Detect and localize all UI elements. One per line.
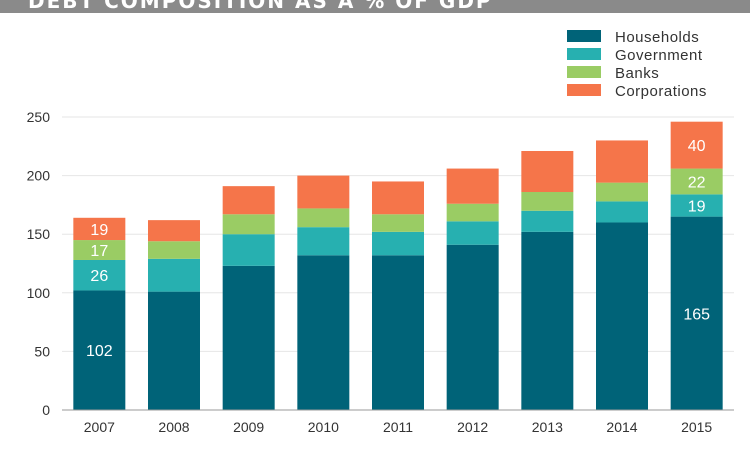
bar-households-2010: [297, 255, 350, 410]
legend-label-banks: Banks: [615, 65, 659, 82]
x-tick-label: 2013: [532, 419, 563, 435]
bar-banks-2014: [596, 182, 648, 202]
x-tick-label: 2014: [606, 419, 637, 435]
data-label-households-2007: 102: [86, 343, 113, 360]
y-tick-label: 200: [27, 168, 51, 184]
bar-banks-2009: [222, 214, 275, 235]
bar-households-2013: [521, 231, 574, 410]
bar-corporations-2008: [148, 220, 200, 242]
bar-corporations-2013: [521, 150, 574, 193]
y-tick-label: 100: [27, 285, 51, 301]
x-tick-label: 2012: [457, 419, 488, 435]
y-tick-label: 250: [27, 109, 51, 125]
legend-label-households: Households: [615, 29, 699, 46]
bar-corporations-2014: [596, 140, 648, 183]
bar-corporations-2007: [73, 217, 126, 241]
bar-banks-2007: [73, 240, 126, 260]
bar-banks-2008: [148, 241, 200, 259]
legend-swatch-corporations: [567, 84, 601, 96]
data-label-government-2007: 26: [90, 268, 108, 285]
data-label-banks-2015: 22: [688, 174, 706, 191]
bar-corporations-2009: [222, 186, 275, 215]
data-label-banks-2007: 17: [90, 243, 108, 260]
bar-households-2012: [446, 244, 499, 410]
bar-banks-2015: [670, 168, 723, 195]
bar-government-2015: [670, 194, 723, 217]
x-tick-label: 2008: [158, 419, 189, 435]
data-label-corporations-2007: 19: [90, 222, 108, 239]
title-bar: DEBT COMPOSITION AS A % OF GDP: [0, 0, 750, 13]
bar-government-2013: [521, 210, 574, 232]
data-label-corporations-2015: 40: [688, 138, 706, 155]
bar-government-2011: [372, 231, 424, 256]
bar-corporations-2010: [297, 175, 350, 209]
y-tick-label: 50: [34, 343, 50, 359]
legend-label-corporations: Corporations: [615, 83, 707, 100]
bar-households-2007: [73, 290, 126, 410]
bar-households-2015: [670, 216, 723, 410]
bar-government-2007: [73, 259, 126, 291]
bar-households-2009: [222, 265, 275, 410]
x-tick-label: 2010: [308, 419, 339, 435]
bar-banks-2013: [521, 192, 574, 211]
bar-banks-2011: [372, 214, 424, 232]
data-label-households-2015: 165: [683, 306, 710, 323]
bar-corporations-2011: [372, 181, 424, 215]
x-tick-label: 2009: [233, 419, 264, 435]
bar-households-2014: [596, 222, 648, 410]
bar-government-2012: [446, 221, 499, 245]
bar-banks-2010: [297, 208, 350, 228]
legend-swatch-banks: [567, 66, 601, 78]
bar-households-2011: [372, 255, 424, 410]
y-tick-label: 0: [42, 402, 50, 418]
bar-government-2010: [297, 227, 350, 256]
y-tick-label: 150: [27, 226, 51, 242]
legend-swatch-government: [567, 48, 601, 60]
x-tick-label: 2011: [383, 419, 413, 435]
bar-corporations-2012: [446, 168, 499, 204]
bar-banks-2012: [446, 203, 499, 222]
bar-households-2008: [148, 291, 200, 410]
bar-government-2014: [596, 201, 648, 223]
x-tick-label: 2007: [84, 419, 115, 435]
bar-government-2008: [148, 258, 200, 292]
legend-swatch-households: [567, 30, 601, 42]
x-tick-label: 2015: [681, 419, 712, 435]
data-label-government-2015: 19: [688, 198, 706, 215]
bar-government-2009: [222, 234, 275, 266]
bar-corporations-2015: [670, 121, 723, 169]
chart-title: DEBT COMPOSITION AS A % OF GDP: [28, 0, 493, 13]
legend-label-government: Government: [615, 47, 703, 64]
